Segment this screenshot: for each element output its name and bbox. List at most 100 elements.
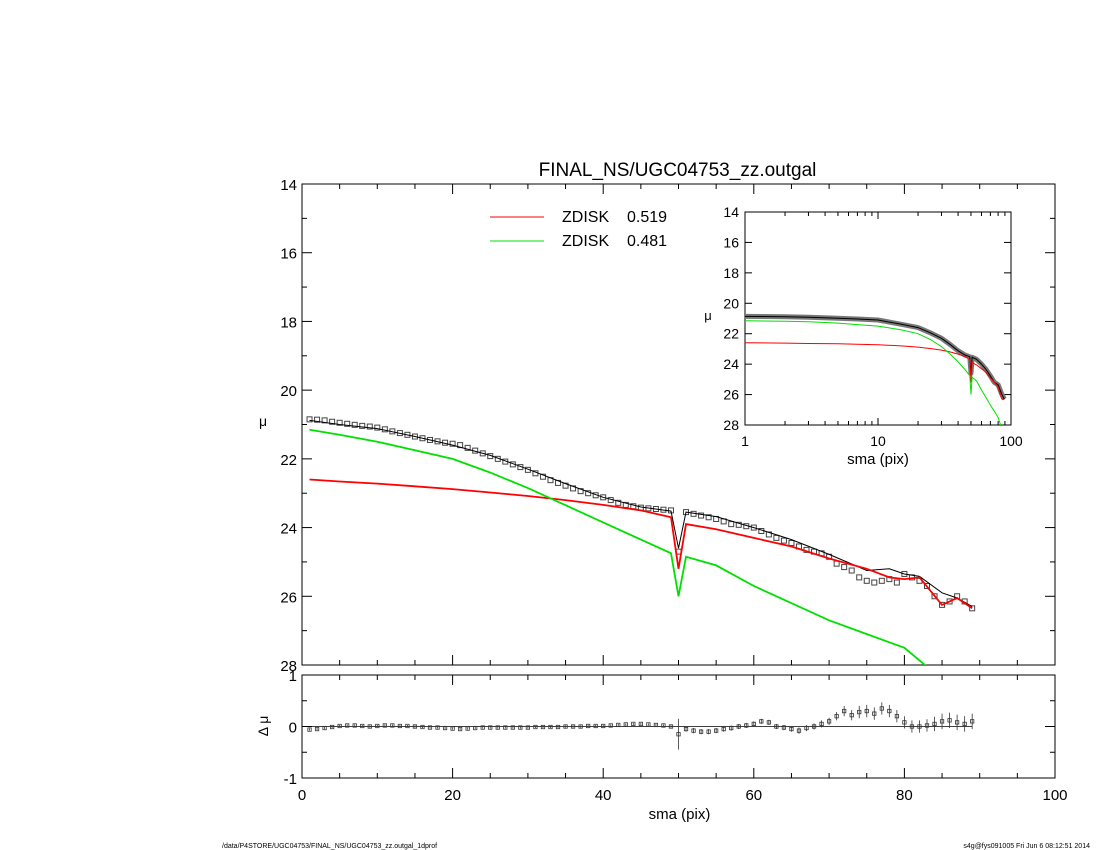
inset-y-tick-label: 28 [723,417,739,433]
residual-point [465,726,470,731]
zdisk-0481-line [309,428,927,665]
legend-value-1: 0.481 [627,233,667,250]
inset-y-tick-label: 20 [723,295,739,311]
residual-point [970,719,975,724]
residual-point [390,723,395,728]
residual-point [962,721,967,727]
main-y-tick-label: 14 [280,177,297,194]
data-point [856,574,863,581]
residual-point [616,722,621,728]
residual-point [608,723,613,728]
inset-x-tick-label: 100 [999,433,1023,449]
inset-panel: 14 16 18 20 22 24 26 281 10 100 sma (pix) μ [704,204,1023,468]
residual-point [796,728,802,733]
residual-point [819,721,824,727]
data-point [329,418,336,425]
x-axis-label: sma (pix) [649,806,711,823]
data-point [946,598,953,605]
main-series-group [306,416,976,665]
data-point [923,582,930,589]
residual-point [412,724,418,729]
residual-point [586,723,591,729]
main-y-axis-label: μ [259,413,267,429]
residual-point [668,724,674,729]
data-point [351,421,358,428]
legend-value-0: 0.519 [627,209,667,226]
residual-point [811,724,817,729]
footer-path: /data/P4STORE/UGC04753/FINAL_NS/UGC04753… [222,843,437,850]
residual-point [314,726,320,732]
residual-point [488,725,493,730]
inset-series-group [745,313,1007,425]
main-panel: FINAL_NS/UGC04753_zz.outgal μ 14 16 18 20 22 24… [259,160,1056,675]
data-point [848,567,855,574]
residual-point [578,724,583,729]
model-line [309,419,973,608]
inset-zdisk-0481-line [745,320,1002,425]
residual-point [375,723,380,729]
main-y-tick-label: 18 [280,314,297,331]
data-point [427,436,434,443]
residual-point [533,724,538,730]
residual-point [729,725,734,731]
residual-point [698,729,704,734]
data-point [615,499,622,506]
data-point [871,579,878,586]
inset-model-line [745,315,1005,400]
data-point [705,514,712,521]
residual-point [382,723,387,728]
main-y-tick-label: 20 [280,383,297,400]
residual-point [548,724,553,730]
residual-point [857,709,862,715]
residual-point [631,721,636,727]
residual-point [683,726,689,732]
residual-point [525,725,531,730]
data-point [314,416,321,423]
data-point [931,593,938,600]
residual-point [563,724,568,729]
residual-point [661,723,666,728]
data-point [893,579,900,586]
inset-y-tick-label: 18 [723,265,739,281]
x-tick-label: 40 [595,787,612,804]
data-point [878,577,885,584]
data-point [841,564,848,571]
data-point [419,435,426,442]
x-tick-label: 20 [444,787,461,804]
data-point [449,440,456,447]
main-y-tick-label: 22 [280,452,297,469]
inset-y-tick-label: 24 [723,356,739,372]
residual-point [367,724,372,729]
legend-label-1: ZDISK [562,233,609,250]
residual-point [721,726,726,732]
data-point [939,601,946,608]
legend-label-0: ZDISK [562,209,609,226]
residual-point [570,724,576,729]
legend: ZDISK 0.519 ZDISK 0.481 [490,209,667,250]
data-point [344,420,351,427]
residual-point [955,720,960,725]
main-y-tick-label: 28 [280,658,297,675]
data-point [750,524,757,531]
data-point [306,416,313,423]
residual-point [887,708,892,714]
residual-point [646,722,651,727]
residual-point [781,725,787,730]
data-point [374,424,381,431]
residual-point [864,708,869,714]
residual-point [427,725,433,730]
data-point [539,473,546,480]
data-point [600,494,607,501]
residual-point [789,726,794,732]
residual-y-tick-label: 1 [289,668,297,685]
x-tick-label: 80 [896,787,913,804]
residual-point [706,729,711,734]
residual-point [676,732,681,737]
data-point [788,540,795,547]
residual-point [872,711,877,716]
residual-point [405,723,410,729]
residual-point [766,720,771,725]
residual-point [909,724,915,729]
residual-point [458,726,463,732]
